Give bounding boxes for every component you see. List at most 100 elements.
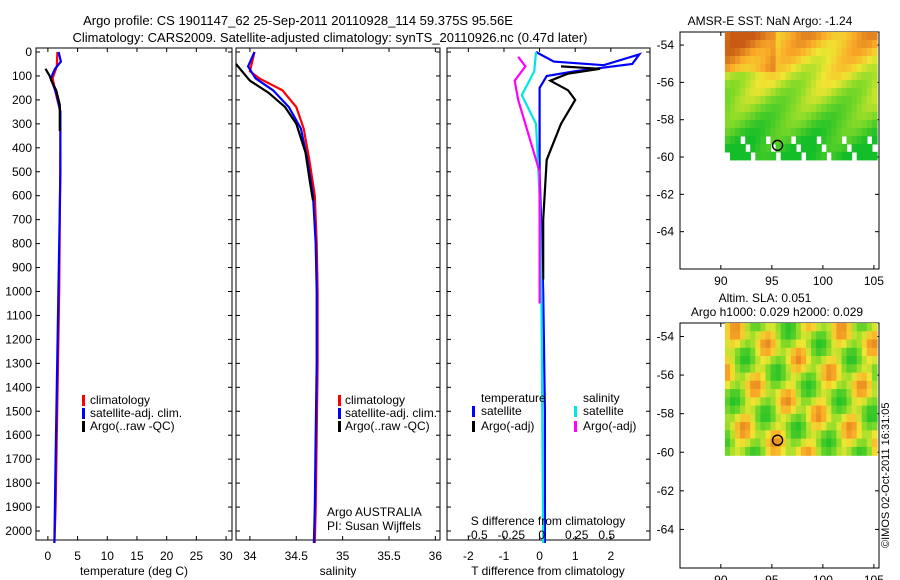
heatmap-cell (755, 119, 761, 129)
heatmap-cell (800, 48, 807, 57)
heatmap-cell (826, 372, 832, 382)
heatmap-cell (871, 438, 878, 448)
heatmap-cell (811, 40, 817, 49)
heatmap-cell (730, 103, 736, 113)
heatmap-cell (846, 331, 853, 341)
heatmap-cell (795, 339, 802, 349)
heatmap-cell (866, 422, 873, 431)
heatmap-cell (856, 438, 863, 448)
heatmap-cell (871, 422, 878, 431)
heatmap-cell (836, 430, 843, 440)
heatmap-cell (775, 372, 782, 382)
heatmap-cell (806, 32, 812, 41)
heatmap-cell (785, 111, 792, 121)
heatmap-cell (861, 389, 868, 398)
heatmap-cell (775, 103, 782, 113)
heatmap-cell (816, 143, 822, 153)
sla-map-title-1: Altim. SLA: 0.051 (719, 291, 812, 305)
heatmap-cell (861, 143, 868, 153)
heatmap-cell (750, 103, 756, 113)
heatmap-cell (740, 95, 746, 105)
heatmap-cell (841, 111, 848, 121)
heatmap-cell (790, 438, 797, 448)
heatmap-cell (826, 413, 832, 423)
heatmap-cell (841, 331, 848, 341)
heatmap-cell (730, 389, 736, 398)
heatmap-cell (790, 356, 797, 365)
heatmap-cell (760, 356, 767, 365)
heatmap-cell (836, 95, 843, 105)
heatmap-cell (846, 389, 853, 398)
heatmap-cell (816, 111, 822, 121)
heatmap-cell (816, 372, 822, 382)
temperature-legend: climatology satellite-adj. clim. Argo(..… (82, 393, 182, 433)
heatmap-cell (861, 446, 868, 456)
heatmap-cell (795, 79, 802, 89)
heatmap-cell (841, 405, 848, 415)
heatmap-cell (730, 397, 736, 407)
y-tick-label: 600 (12, 189, 32, 203)
heatmap-cell (735, 372, 741, 382)
heatmap-cell (785, 339, 792, 349)
heatmap-cell (755, 79, 761, 89)
heatmap-cell (841, 389, 848, 398)
heatmap-cell (790, 372, 797, 382)
lat-tick-label: -62 (657, 187, 675, 201)
heatmap-cell (745, 103, 751, 113)
heatmap-cell (795, 103, 802, 113)
heatmap-cell (740, 446, 746, 456)
heatmap-cell (826, 143, 832, 153)
heatmap-cell (745, 364, 751, 374)
heatmap-cell (841, 347, 848, 357)
lon-tick-label: 100 (813, 274, 833, 288)
legend-label-climatology: climatology (90, 393, 150, 407)
heatmap-cell (811, 422, 817, 431)
heatmap-cell (821, 71, 827, 81)
heatmap-cell (745, 372, 751, 382)
heatmap-cell (730, 422, 736, 431)
heatmap-cell (735, 87, 741, 97)
heatmap-cell (856, 127, 863, 137)
heatmap-cell (790, 347, 797, 357)
heatmap-cell (775, 405, 782, 415)
heatmap-cell (800, 111, 807, 121)
heatmap-cell (750, 48, 756, 57)
heatmap-cell (780, 151, 787, 161)
heatmap-cell (836, 40, 843, 49)
heatmap-cell (735, 438, 741, 448)
heatmap-cell (775, 79, 782, 89)
heatmap-cell (861, 119, 868, 129)
heatmap-cell (740, 389, 746, 398)
heatmap-cell (831, 356, 837, 365)
heatmap-cell (816, 64, 822, 73)
heatmap-cell (826, 347, 832, 357)
heatmap-cell (806, 446, 812, 456)
heatmap-cell (790, 56, 797, 65)
heatmap-cell (790, 103, 797, 113)
heatmap-cell (760, 331, 767, 341)
heatmap-cell (740, 48, 746, 57)
legend-label-satellite: satellite-adj. clim. (345, 406, 437, 420)
heatmap-cell (745, 71, 751, 81)
heatmap-cell (841, 413, 848, 423)
heatmap-cell (755, 347, 761, 357)
heatmap-cell (735, 71, 741, 81)
heatmap-cell (841, 372, 848, 382)
heatmap-cell (861, 413, 868, 423)
heatmap-cell (800, 323, 807, 332)
heatmap-cell (765, 48, 772, 57)
heatmap-cell (821, 339, 827, 349)
heatmap-cell (871, 323, 878, 332)
heatmap-cell (861, 32, 868, 41)
heatmap-cell (861, 111, 868, 121)
x-tick-label: -1 (499, 549, 510, 563)
heatmap-cell (846, 323, 853, 332)
heatmap-cell (724, 56, 731, 65)
heatmap-cell (800, 56, 807, 65)
heatmap-cell (730, 40, 736, 49)
heatmap-cell (724, 48, 731, 57)
heatmap-cell (861, 430, 868, 440)
legend-label-t-argo: Argo(-adj) (481, 419, 534, 433)
heatmap-cell (841, 323, 848, 332)
difference-legend: temperature salinity satellite Argo(-adj… (472, 391, 636, 433)
